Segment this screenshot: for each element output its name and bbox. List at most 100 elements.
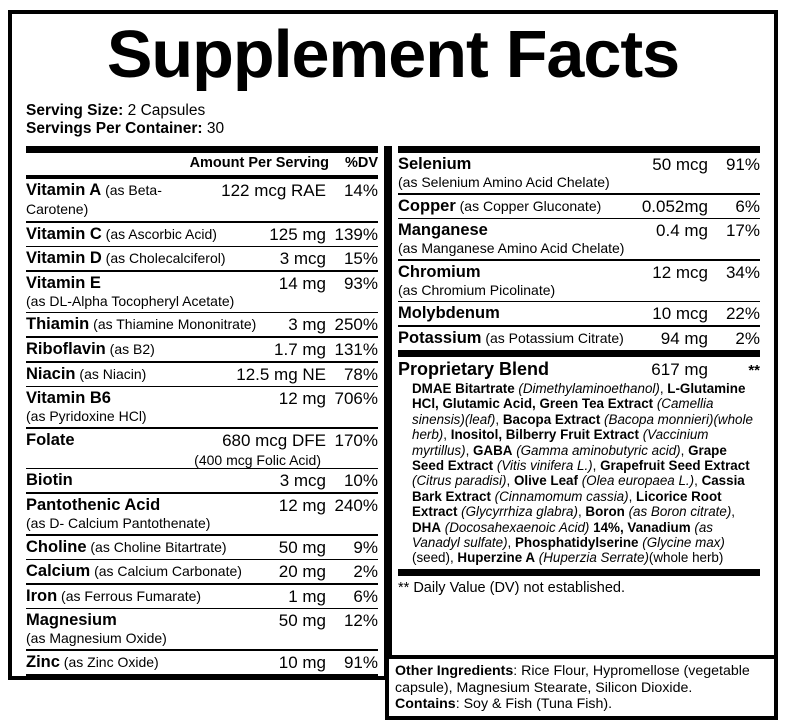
nutrient-row: Zinc (as Zinc Oxide) 10 mg 91% (26, 651, 378, 674)
nutrient-name: Selenium (398, 155, 472, 173)
nutrient-row: Biotin 3 mcg 10% (26, 469, 378, 492)
other-ingredients-text: : Rice Flour, Hypromellose (vegetable ca… (395, 663, 750, 696)
nutrient-name: Vitamin B6 (26, 389, 111, 408)
nutrient-daily-value: 22% (725, 304, 760, 324)
nutrient-row: Vitamin A (as Beta-Carotene) 122 mcg RAE 1… (26, 179, 378, 221)
nutrient-amount-subline: (400 mcg Folic Acid) (194, 451, 321, 468)
nutrient-row: Riboflavin (as B2) 1.7 mg 131% (26, 338, 378, 361)
row-divider (26, 270, 378, 272)
row-divider (26, 311, 378, 314)
nutrient-source: (as Ferrous Fumarate) (57, 587, 202, 604)
nutrient-source: (as Thiamine Mononitrate) (89, 316, 257, 333)
nutrient-name: Folate (26, 430, 75, 449)
nutrient-amount: 0.052mg (641, 196, 708, 216)
page-title: Supplement Facts (106, 17, 680, 92)
serving-size-line: Serving Size: 2 Capsules (26, 102, 760, 120)
nutrient-daily-value: 91% (725, 155, 760, 174)
row-divider (26, 492, 378, 494)
nutrient-name-cell: Pantothenic Acid (as D- Calcium Pantothen… (26, 496, 274, 532)
nutrient-name-cell: Selenium (as Selenium Amino Acid Chelate) (398, 155, 647, 191)
right-rows-container: Selenium (as Selenium Amino Acid Chelate)… (398, 153, 760, 350)
nutrient-source: (as Zinc Oxide) (59, 653, 159, 670)
right-top-rule (398, 146, 760, 153)
nutrient-source: (as Potassium Citrate) (481, 329, 624, 346)
nutrient-source: (as Copper Gluconate) (455, 197, 602, 214)
nutrient-daily-value: 15% (343, 249, 378, 269)
nutrient-source-subline: (as Manganese Amino Acid Chelate) (398, 240, 625, 257)
nutrient-amount: 3 mcg (279, 471, 326, 491)
nutrient-source: (as Choline Bitartrate) (86, 538, 227, 555)
nutrient-name-cell: Niacin (as Niacin) (26, 365, 231, 384)
nutrient-daily-value: 240% (334, 495, 378, 515)
right-nutrient-column: Selenium (as Selenium Amino Acid Chelate)… (398, 146, 760, 678)
left-nutrient-column: Amount Per Serving %DV Vitamin A (as Bet… (26, 146, 378, 678)
nutrient-name: Chromium (398, 262, 481, 281)
nutrient-name-cell: Potassium (as Potassium Citrate) (398, 329, 656, 348)
nutrient-source-subline: (as D- Calcium Pantothenate) (26, 514, 211, 531)
nutrient-row: Selenium (as Selenium Amino Acid Chelate)… (398, 153, 760, 193)
proprietary-blend-row: Proprietary Blend 617 mg ** (398, 357, 760, 381)
nutrient-daily-value: 250% (334, 315, 378, 335)
nutrient-amount: 50 mg (278, 537, 326, 557)
nutrient-amount: 94 mg (660, 328, 708, 348)
nutrient-source: (as Calcium Carbonate) (90, 563, 242, 580)
contains-line: Contains: Soy & Fish (Tuna Fish). (395, 696, 768, 713)
nutrient-row: Vitamin E (as DL-Alpha Tocopheryl Acetate… (26, 272, 378, 312)
nutrient-name-cell: Thiamin (as Thiamine Mononitrate) (26, 315, 283, 334)
nutrient-name-cell: Riboflavin (as B2) (26, 340, 269, 359)
supplement-facts-panel: Supplement Facts Serving Size: 2 Capsule… (8, 10, 778, 680)
nutrient-name-cell: Chromium (as Chromium Picolinate) (398, 263, 647, 299)
row-divider (398, 193, 760, 195)
nutrient-source-subline: (as Chromium Picolinate) (398, 281, 556, 298)
nutrient-name: Copper (398, 196, 456, 215)
row-divider (26, 360, 378, 363)
nutrient-amount: 122 mcg RAE (221, 181, 326, 200)
row-divider (398, 300, 760, 303)
nutrient-daily-value: 78% (343, 364, 378, 384)
nutrient-amount: 20 mg (278, 562, 326, 582)
nutrient-name: Vitamin D (26, 249, 102, 268)
nutrient-name: Niacin (26, 364, 76, 383)
nutrient-name-cell: Vitamin E (as DL-Alpha Tocopheryl Acetate… (26, 274, 274, 310)
proprietary-blend-amount: 617 mg (651, 359, 708, 379)
nutrient-amount: 12 mcg (652, 262, 708, 282)
nutrient-daily-value: 93% (343, 273, 378, 293)
nutrient-name: Manganese (398, 221, 488, 240)
row-divider (398, 259, 760, 261)
nutrient-daily-value: 6% (353, 586, 378, 606)
nutrient-source-subline: (as Selenium Amino Acid Chelate) (398, 174, 610, 190)
nutrient-name-cell: Biotin (26, 471, 275, 490)
amount-per-serving-header: Amount Per Serving (189, 155, 329, 171)
nutrient-name: Choline (26, 537, 87, 556)
row-divider (26, 558, 378, 561)
nutrient-row: Calcium (as Calcium Carbonate) 20 mg 2% (26, 560, 378, 583)
nutrient-source-subline: (as Magnesium Oxide) (26, 630, 167, 647)
nutrient-row: Iron (as Ferrous Fumarate) 1 mg 6% (26, 585, 378, 608)
row-divider (398, 325, 760, 327)
nutrient-name-cell: Magnesium (as Magnesium Oxide) (26, 611, 274, 647)
nutrient-name: Thiamin (26, 315, 90, 334)
nutrient-row: Vitamin D (as Cholecalciferol) 3 mcg 15% (26, 247, 378, 270)
nutrient-row: Niacin (as Niacin) 12.5 mg NE 78% (26, 363, 378, 386)
nutrition-columns: Amount Per Serving %DV Vitamin A (as Bet… (26, 146, 760, 678)
nutrient-row: Chromium (as Chromium Picolinate) 12 mcg 34… (398, 261, 760, 301)
nutrient-row: Copper (as Copper Gluconate) 0.052mg 6% (398, 195, 760, 218)
nutrient-daily-value: 10% (343, 471, 378, 491)
proprietary-blend-label: Proprietary Blend (398, 358, 550, 379)
nutrient-name-cell: Vitamin A (as Beta-Carotene) (26, 181, 216, 219)
header-bottom-rule (26, 175, 378, 179)
percent-dv-header: %DV (344, 155, 378, 171)
nutrient-name: Biotin (26, 471, 73, 490)
nutrient-row: Choline (as Choline Bitartrate) 50 mg 9% (26, 536, 378, 559)
row-divider (26, 649, 378, 651)
nutrient-row: Pantothenic Acid (as D- Calcium Pantothen… (26, 494, 378, 534)
column-headers: Amount Per Serving %DV (26, 153, 378, 175)
row-divider (26, 221, 378, 223)
header-top-rule (26, 146, 378, 153)
nutrient-name-cell: Zinc (as Zinc Oxide) (26, 653, 274, 672)
nutrient-daily-value: 34% (725, 262, 760, 282)
nutrient-row: Vitamin B6 (as Pyridoxine HCl) 12 mg 706% (26, 387, 378, 427)
nutrient-row: Vitamin C (as Ascorbic Acid) 125 mg 139% (26, 223, 378, 246)
nutrient-amount: 680 mcg DFE (222, 430, 326, 450)
servings-per-container-line: Servings Per Container: 30 (26, 120, 760, 138)
